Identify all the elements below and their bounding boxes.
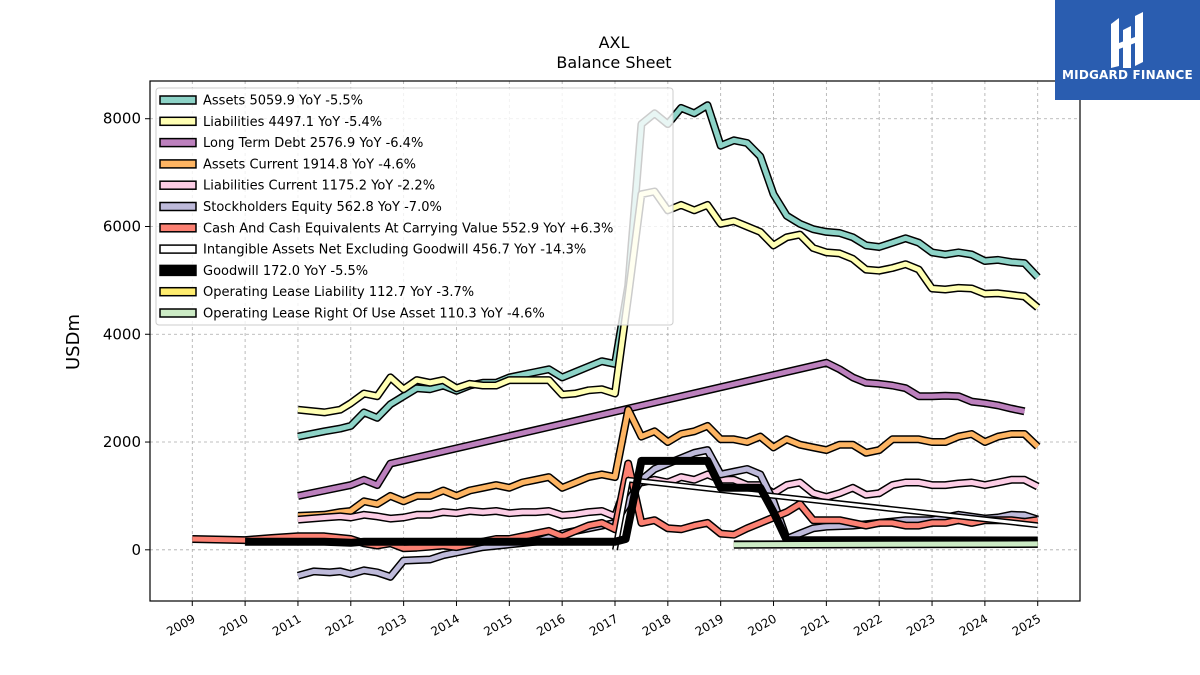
legend-swatch: [159, 201, 197, 212]
legend-entry: Intangible Assets Net Excluding Goodwill…: [203, 243, 586, 258]
x-tick-label: 2024: [957, 611, 990, 638]
x-tick-label: 2013: [376, 611, 409, 638]
series-lines: [192, 101, 1041, 581]
series-path: [613, 478, 1038, 551]
legend-swatch: [159, 159, 197, 169]
y-tick-label: 6000: [103, 217, 141, 235]
legend-entry: Operating Lease Liability 112.7 YoY -3.7…: [203, 285, 474, 300]
legend-swatch: [159, 286, 197, 297]
series-path: [297, 360, 1026, 499]
x-tick-label: 2015: [481, 611, 514, 638]
series-path: [297, 102, 1040, 440]
x-tick-label: 2010: [217, 611, 250, 638]
brand-mark-icon: [1111, 12, 1143, 68]
legend-entry: Stockholders Equity 562.8 YoY -7.0%: [203, 200, 442, 215]
legend-box: [155, 87, 674, 326]
y-tick-label: 0: [131, 541, 141, 559]
series-path: [733, 541, 1038, 548]
y-axis-label: USDm: [63, 314, 84, 370]
series-line: [297, 358, 1026, 500]
x-tick-label: 2009: [164, 611, 197, 638]
legend-swatch: [159, 308, 197, 318]
series-line: [297, 405, 1041, 520]
legend-swatch: [159, 264, 197, 277]
legend-swatch: [159, 223, 197, 233]
x-tick-label: 2025: [1010, 611, 1043, 638]
x-tick-label: 2012: [323, 611, 356, 638]
legend-entry: Assets 5059.9 YoY -5.5%: [203, 94, 363, 109]
x-tick-label: 2017: [587, 611, 620, 638]
legend-entry: Operating Lease Right Of Use Asset 110.3…: [203, 307, 545, 322]
series-line: [245, 456, 1038, 547]
y-tick-label: 8000: [103, 110, 141, 128]
x-tick-label: 2018: [640, 611, 673, 638]
series-line: [733, 539, 1038, 549]
series-path: [297, 407, 1040, 519]
y-tick-label: 2000: [103, 433, 141, 451]
legend-swatch: [159, 137, 197, 148]
series-line: [612, 476, 1039, 551]
x-tick-label: 2023: [904, 611, 937, 638]
chart-subtitle: Balance Sheet: [556, 53, 671, 72]
series-line: [192, 459, 1039, 553]
legend-entry: Liabilities 4497.1 YoY -5.4%: [203, 115, 382, 130]
legend-entry: Cash And Cash Equivalents At Carrying Va…: [203, 221, 613, 236]
series-path: [245, 456, 1038, 547]
legend-entry: Goodwill 172.0 YoY -5.5%: [203, 264, 368, 279]
x-tick-label: 2011: [270, 611, 303, 638]
legend-entry: Assets Current 1914.8 YoY -4.6%: [203, 157, 416, 172]
series-line: [297, 101, 1041, 441]
series-line: [297, 187, 1041, 417]
x-tick-label: 2016: [534, 611, 567, 638]
x-tick-label: 2022: [851, 611, 884, 638]
legend-entry: Long Term Debt 2576.9 YoY -6.4%: [203, 136, 423, 151]
legend-entry: Liabilities Current 1175.2 YoY -2.2%: [203, 179, 435, 194]
legend-swatch: [159, 116, 197, 127]
x-tick-label: 2020: [746, 611, 779, 638]
y-tick-label: 4000: [103, 325, 141, 343]
legend-swatch: [159, 180, 197, 190]
brand-name: MIDGARD FINANCE: [1062, 68, 1193, 82]
x-tick-label: 2021: [798, 611, 831, 638]
x-tick-label: 2019: [693, 611, 726, 638]
series-path: [297, 189, 1040, 415]
series-path: [297, 471, 1039, 523]
series-line: [297, 470, 1040, 524]
legend: Assets 5059.9 YoY -5.5% Liabilities 4497.…: [155, 87, 674, 326]
series-path: [192, 461, 1039, 551]
x-tick-label: 2014: [429, 611, 462, 638]
chart-title: AXL: [599, 33, 630, 52]
brand-logo: MIDGARD FINANCE: [1055, 0, 1200, 100]
legend-swatch: [159, 244, 197, 254]
legend-swatch: [159, 95, 197, 105]
